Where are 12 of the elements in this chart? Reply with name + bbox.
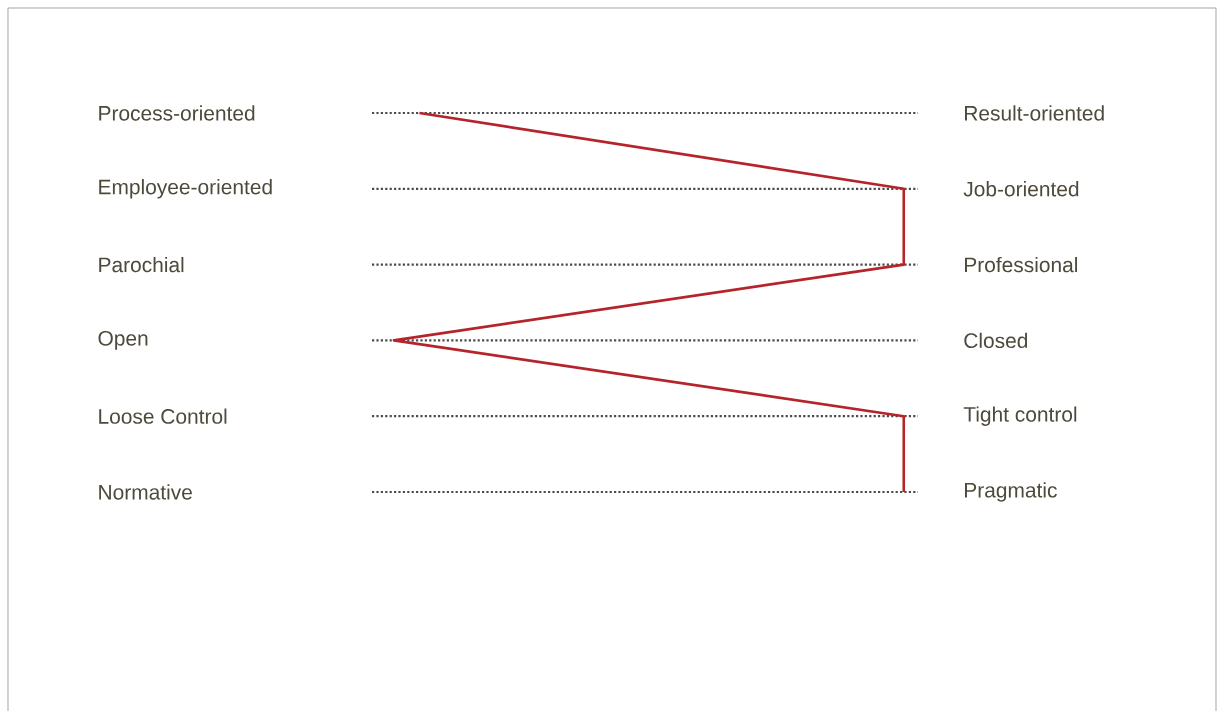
y-tick-label: Open [98, 330, 148, 350]
y-tick-label: Employee-oriented [99, 179, 272, 199]
y2-tick-label: Tight control [963, 406, 1077, 426]
y-tick-label: Normative [99, 484, 192, 500]
y-tick-label: Process-oriented [99, 105, 255, 121]
y2-tick-label: Job-oriented [963, 181, 1079, 197]
y2-tick-label: Professional [965, 256, 1077, 273]
y2-tick-label: Closed [964, 332, 1028, 349]
y2-tick-label: Pragmatic [965, 482, 1057, 502]
y2-tick-label: Result-oriented [965, 105, 1104, 121]
y-tick-label: Loose Control [99, 408, 227, 424]
y-tick-label: Parochial [99, 256, 184, 273]
